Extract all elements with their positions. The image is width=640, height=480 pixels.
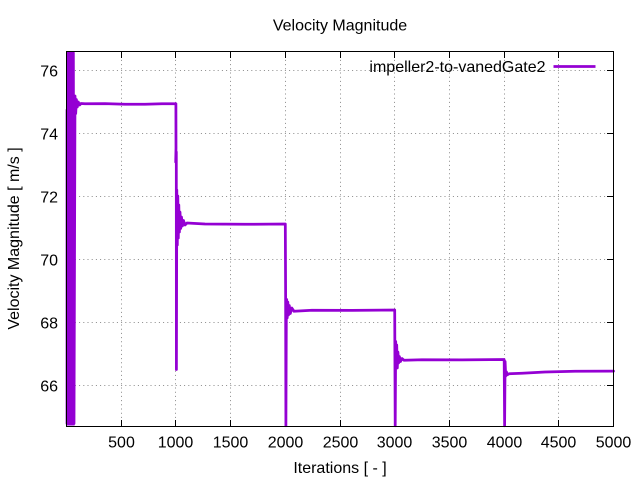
svg-text:68: 68: [40, 315, 58, 332]
svg-text:2500: 2500: [323, 435, 359, 452]
svg-text:Velocity Magnitude [ m/s ]: Velocity Magnitude [ m/s ]: [6, 147, 23, 329]
svg-text:4500: 4500: [541, 435, 577, 452]
svg-text:500: 500: [108, 435, 135, 452]
svg-text:3500: 3500: [432, 435, 468, 452]
svg-text:impeller2-to-vanedGate2: impeller2-to-vanedGate2: [369, 59, 545, 76]
svg-text:66: 66: [40, 378, 58, 395]
svg-text:1500: 1500: [213, 435, 249, 452]
svg-text:70: 70: [40, 252, 58, 269]
svg-text:1000: 1000: [158, 435, 194, 452]
svg-text:72: 72: [40, 189, 58, 206]
svg-text:2000: 2000: [268, 435, 304, 452]
svg-text:74: 74: [40, 126, 58, 143]
svg-text:Iterations [ - ]: Iterations [ - ]: [293, 460, 386, 477]
svg-text:Velocity Magnitude: Velocity Magnitude: [273, 18, 407, 35]
svg-text:3000: 3000: [377, 435, 413, 452]
svg-text:4000: 4000: [487, 435, 523, 452]
svg-text:76: 76: [40, 63, 58, 80]
svg-text:5000: 5000: [596, 435, 632, 452]
